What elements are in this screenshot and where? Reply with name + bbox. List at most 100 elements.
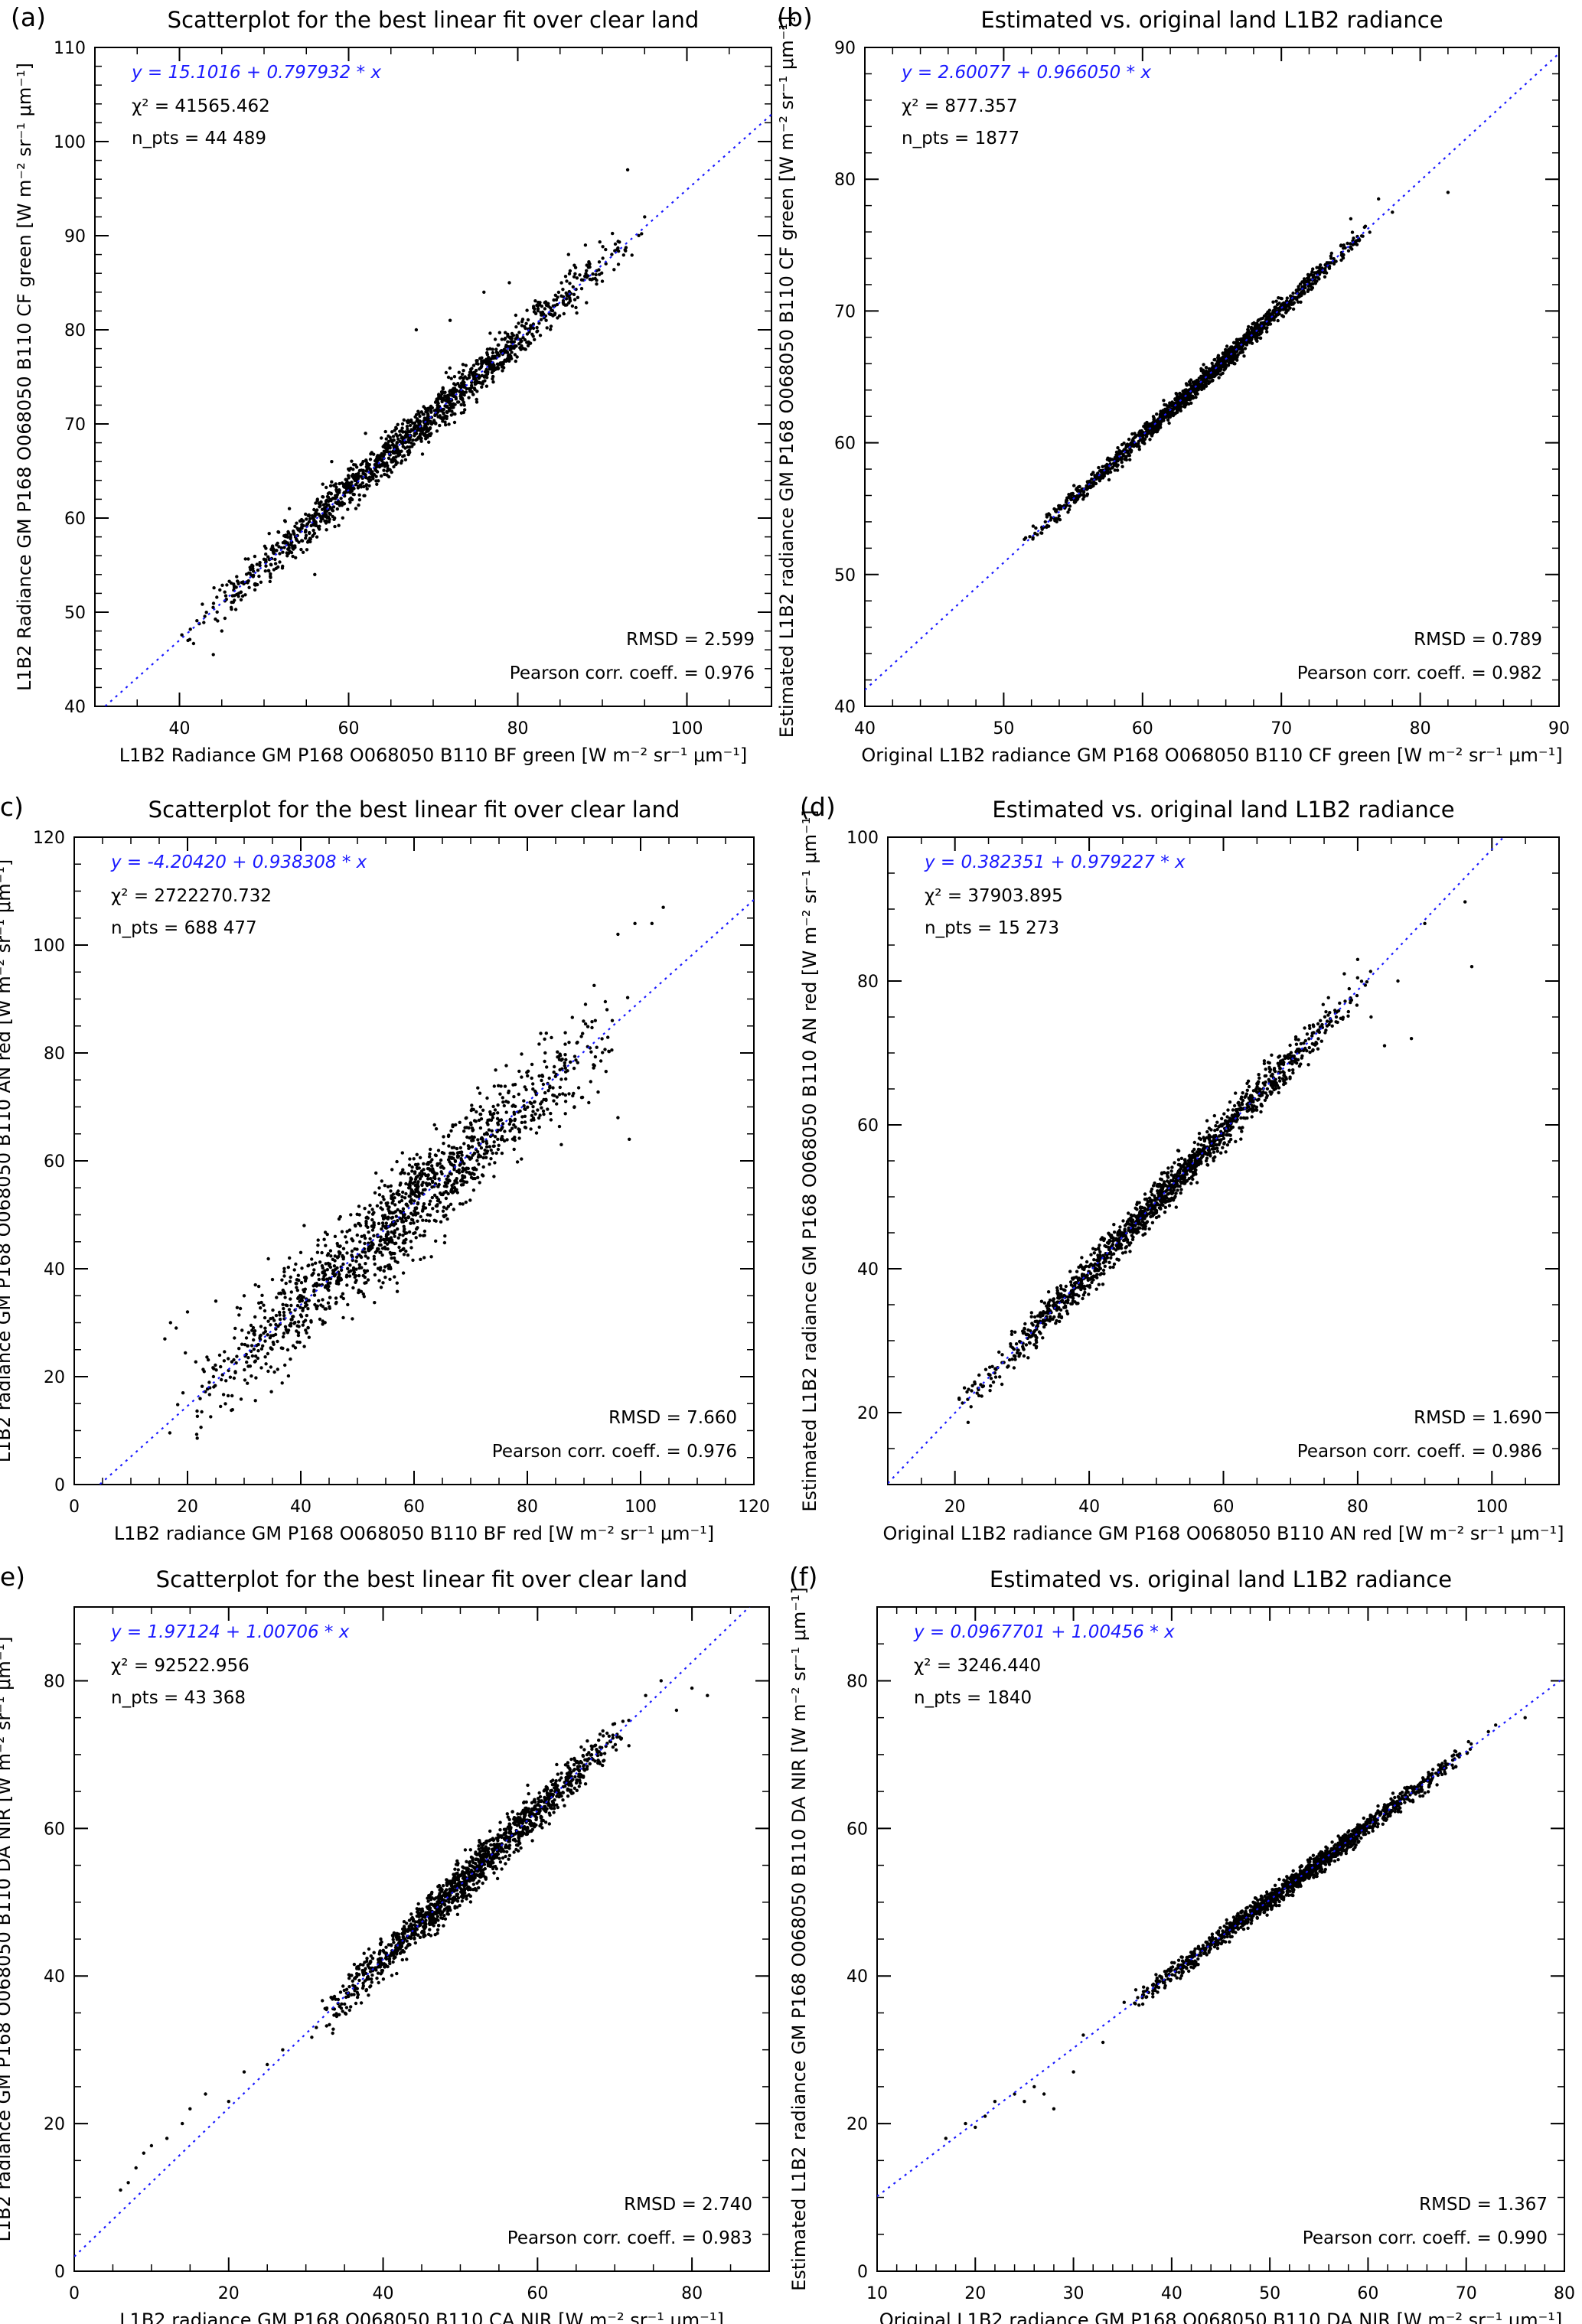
data-point [1317,277,1321,281]
data-point [281,564,285,569]
data-point [419,1257,422,1262]
data-point [369,478,373,482]
data-point [543,300,548,304]
data-point [216,619,220,623]
data-point [523,1120,527,1124]
data-point [1310,282,1314,286]
data-point [390,1238,394,1242]
data-point [611,231,615,236]
data-point [422,1229,427,1234]
data-point [523,337,527,342]
data-point [358,1240,362,1244]
data-point [332,1274,337,1278]
data-point [576,1086,581,1090]
data-point [539,1032,543,1035]
data-point [315,497,319,501]
data-point [392,1256,396,1260]
data-point [1259,321,1264,325]
data-point [411,1258,415,1263]
data-point [472,386,477,390]
data-point [1048,513,1052,517]
data-point [476,1150,480,1154]
data-point [566,253,570,256]
data-point [452,420,457,425]
x-axis-label: L1B2 radiance GM P168 O068050 B110 BF re… [114,1523,714,1544]
data-point [300,523,304,526]
data-point [211,605,215,609]
data-point [282,1310,286,1315]
data-point [380,1227,383,1231]
data-point [1116,463,1120,467]
y-tick-label: 90 [64,227,86,246]
data-point [201,602,204,606]
data-point [455,1191,459,1195]
data-point [195,1436,199,1440]
data-point [211,1374,216,1379]
data-point [1216,354,1221,357]
data-point [454,390,458,393]
data-point [1219,367,1223,371]
data-point [1194,396,1198,399]
data-point [552,1099,556,1103]
data-point [381,1217,386,1221]
data-point [1182,396,1186,399]
data-point [312,507,316,512]
data-point [363,1236,367,1240]
data-point [315,535,319,539]
npts-label: n_pts = 1877 [902,129,1019,148]
data-point [383,445,387,449]
data-point [432,1193,437,1198]
data-point [316,1243,320,1247]
data-point [381,1224,385,1228]
data-point [1197,382,1201,386]
data-point [489,1148,493,1152]
data-point [337,1250,341,1254]
data-point [253,554,257,559]
data-point [586,1025,590,1028]
data-point [550,308,555,313]
data-point [336,1276,340,1279]
data-point [395,1159,399,1164]
data-point [600,1037,604,1041]
data-point [517,1136,521,1140]
data-point [380,1221,385,1225]
data-point [544,1032,548,1035]
data-point [523,1114,527,1119]
data-point [1203,370,1208,374]
data-point [1267,311,1271,316]
data-point [386,1230,390,1234]
data-point [547,1076,551,1081]
data-point [366,1225,370,1230]
data-point [524,321,528,325]
data-point [386,464,390,468]
data-point [400,1217,404,1221]
data-point [350,1237,354,1241]
data-point [437,1182,441,1187]
data-point [274,1322,278,1327]
data-point [254,1376,258,1380]
data-point [494,1068,497,1072]
data-point [419,1214,422,1219]
data-point [462,376,465,381]
data-point [309,523,313,528]
data-point [268,1336,272,1340]
data-point [522,1099,526,1103]
data-point [431,1168,435,1172]
data-point [1201,368,1205,372]
data-point [305,517,308,521]
data-point [440,392,444,396]
data-point [375,482,379,486]
data-point [1145,420,1149,425]
data-point [393,1234,396,1238]
data-point [387,439,390,444]
data-point [534,1131,539,1135]
data-point [346,1266,350,1271]
data-point [506,334,510,338]
data-point [1089,481,1093,484]
data-point [1354,241,1358,245]
data-point [470,380,474,384]
data-point [462,369,465,373]
data-point [393,444,397,448]
